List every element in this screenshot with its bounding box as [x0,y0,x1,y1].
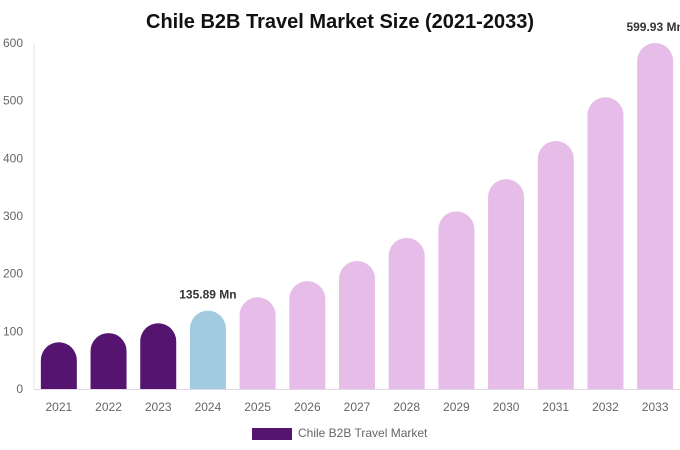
bar-2021[interactable] [40,342,77,389]
x-tick-label: 2026 [294,400,321,414]
bar-2022[interactable] [90,333,127,389]
bar-2029[interactable] [438,211,475,389]
x-tick-label: 2023 [145,400,172,414]
bar-2027[interactable] [339,260,375,389]
x-tick-label: 2024 [195,400,222,414]
bar-2023[interactable] [140,323,177,389]
x-tick-label: 2030 [493,400,520,414]
bar-2025[interactable] [239,297,276,389]
bar-2026[interactable] [289,281,326,389]
y-tick-label: 500 [3,94,23,108]
legend-swatch [252,428,292,440]
x-tick-label: 2031 [542,400,569,414]
chart-title: Chile B2B Travel Market Size (2021-2033) [146,11,534,33]
data-label-2033: 599.93 Mn [626,20,680,34]
x-tick-label: 2028 [393,400,420,414]
y-tick-label: 200 [3,267,23,281]
y-tick-label: 0 [16,382,23,396]
x-tick-label: 2022 [95,400,122,414]
bar-2032[interactable] [587,97,624,389]
legend-label: Chile B2B Travel Market [298,426,428,440]
x-tick-label: 2033 [642,400,669,414]
y-tick-label: 400 [3,151,23,165]
y-tick-label: 600 [3,36,23,50]
x-tick-label: 2029 [443,400,470,414]
x-tick-label: 2027 [344,400,371,414]
x-tick-label: 2025 [244,400,271,414]
y-tick-label: 300 [3,209,23,223]
x-tick-label: 2021 [45,400,72,414]
bar-2031[interactable] [537,141,574,389]
data-label-2024: 135.89 Mn [179,288,236,302]
y-tick-label: 100 [3,324,23,338]
legend[interactable]: Chile B2B Travel Market [252,426,428,440]
bar-2024[interactable] [189,310,226,389]
bar-2028[interactable] [388,237,425,389]
bar-2030[interactable] [488,179,525,389]
x-tick-label: 2032 [592,400,619,414]
bar-2033[interactable] [637,43,674,389]
